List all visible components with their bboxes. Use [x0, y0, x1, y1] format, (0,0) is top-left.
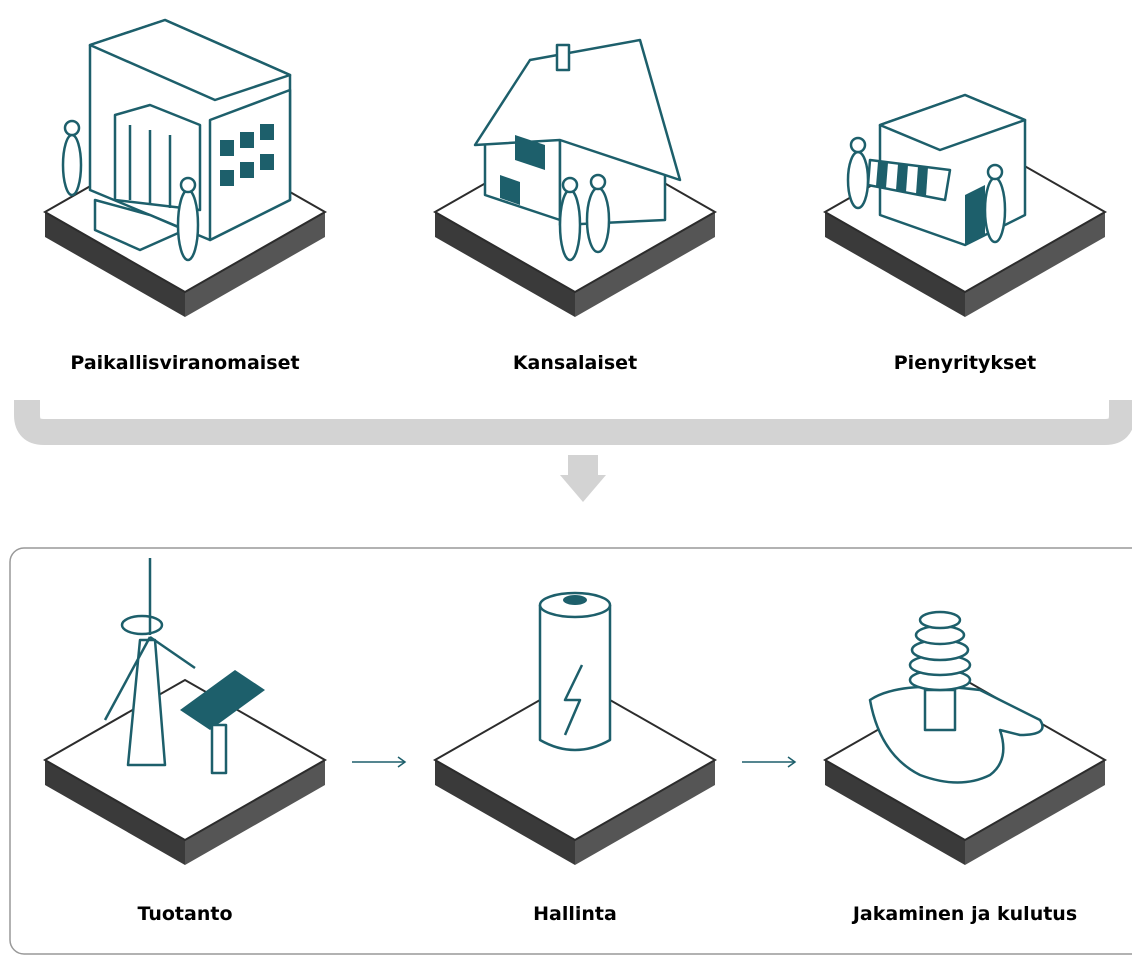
shop-illustration — [846, 93, 1027, 247]
label: Kansalaiset — [513, 352, 637, 374]
energy-illustration — [103, 558, 265, 775]
label: Tuotanto — [137, 903, 232, 925]
panel — [9, 547, 1132, 955]
house-illustration — [473, 38, 682, 262]
bracket — [14, 400, 1132, 445]
label: Pienyritykset — [894, 352, 1037, 374]
label: Jakaminen ja kulutus — [851, 903, 1077, 925]
bulb-illustration — [868, 610, 1044, 784]
label: Paikallisviranomaiset — [70, 352, 299, 374]
flow-arrow-head — [787, 756, 797, 768]
flow-arrow-head — [397, 756, 407, 768]
down-arrow — [560, 455, 606, 502]
label: Hallinta — [533, 903, 617, 925]
battery-illustration — [538, 591, 612, 752]
building-illustration — [61, 18, 292, 262]
